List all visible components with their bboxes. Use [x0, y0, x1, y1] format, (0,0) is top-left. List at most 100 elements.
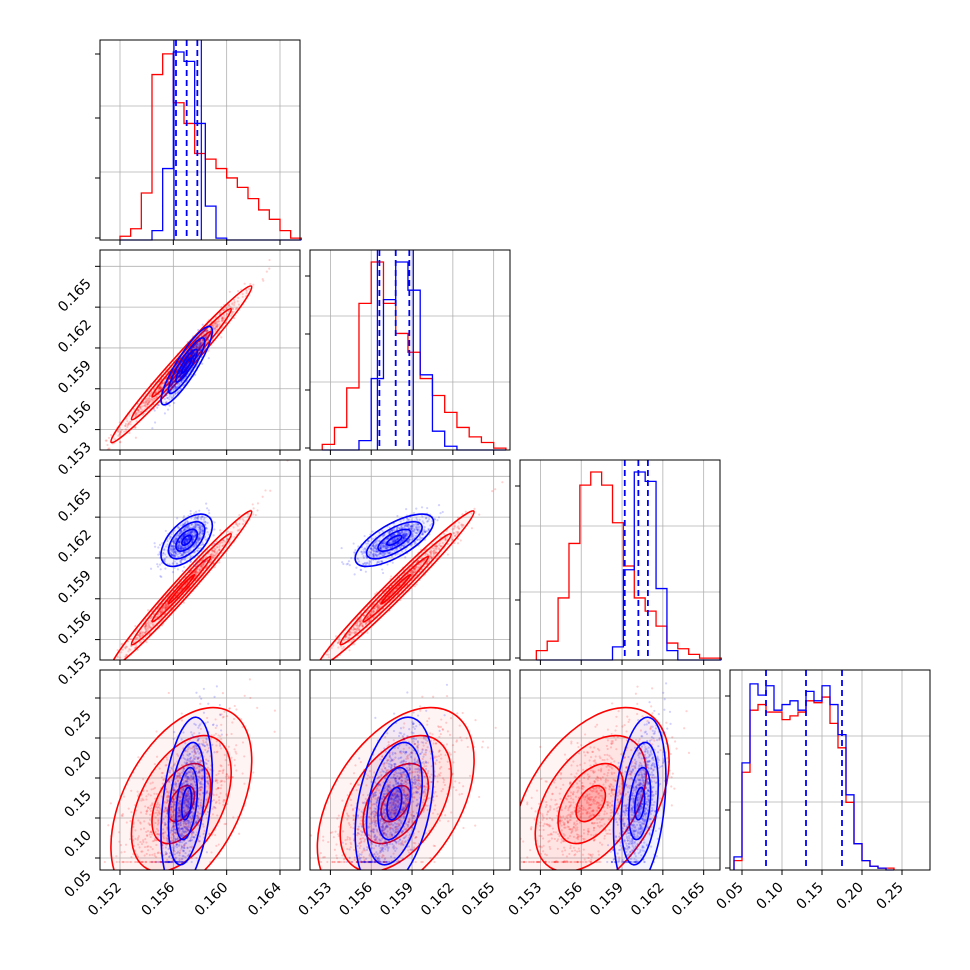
- blue-point: [166, 396, 169, 400]
- blue-point: [212, 534, 215, 537]
- blue-point: [178, 374, 181, 377]
- blue-point: [191, 355, 194, 359]
- red-point: [144, 401, 147, 404]
- red-point: [224, 308, 227, 311]
- blue-point: [196, 336, 199, 339]
- blue-point: [199, 333, 202, 336]
- red-point: [312, 672, 314, 674]
- blue-point: [181, 570, 184, 573]
- red-point: [414, 585, 417, 588]
- blue-point: [157, 403, 160, 407]
- panel-2-1: [309, 459, 511, 674]
- blue-point: [170, 388, 173, 391]
- red-point: [124, 424, 127, 427]
- red-point: [109, 433, 113, 437]
- blue-point: [178, 374, 181, 377]
- red-point: [222, 308, 226, 311]
- red-point: [137, 409, 140, 412]
- blue-point: [192, 356, 195, 360]
- red-point: [205, 329, 209, 333]
- blue-point: [171, 381, 174, 384]
- blue-point: [171, 384, 174, 388]
- blue-point: [179, 374, 182, 377]
- blue-point: [186, 352, 189, 355]
- red-point: [214, 321, 217, 325]
- blue-point: [208, 512, 211, 515]
- red-point: [148, 400, 152, 403]
- blue-point: [181, 374, 184, 377]
- blue-point: [153, 421, 157, 424]
- blue-point: [196, 354, 199, 358]
- blue-point: [169, 389, 172, 393]
- blue-point: [179, 376, 182, 380]
- red-point: [251, 503, 254, 506]
- red-point: [196, 345, 199, 348]
- blue-point: [191, 356, 194, 359]
- red-point: [160, 386, 163, 389]
- blue-point: [160, 575, 163, 579]
- blue-point: [173, 384, 176, 387]
- red-point: [206, 329, 209, 332]
- red-point: [195, 346, 199, 349]
- blue-point: [200, 343, 204, 347]
- red-point: [473, 507, 476, 511]
- blue-point: [182, 516, 185, 519]
- blue-point: [201, 323, 204, 326]
- red-point: [140, 405, 143, 408]
- red-point: [312, 661, 314, 663]
- red-point: [211, 324, 214, 327]
- blue-point: [197, 348, 201, 352]
- red-point: [106, 672, 108, 674]
- red-point: [182, 601, 185, 604]
- blue-point: [197, 352, 201, 355]
- blue-point: [187, 352, 190, 355]
- red-point: [231, 313, 234, 316]
- red-point: [218, 323, 221, 326]
- blue-point: [162, 395, 165, 398]
- blue-point: [405, 507, 408, 511]
- red-point: [207, 349, 210, 353]
- red-point: [135, 413, 138, 416]
- red-point: [128, 414, 131, 417]
- blue-point: [174, 386, 177, 389]
- blue-point: [177, 375, 181, 379]
- blue-point: [168, 404, 171, 407]
- blue-point: [152, 407, 155, 410]
- red-point: [112, 665, 114, 667]
- red-point: [231, 307, 234, 310]
- blue-point: [199, 348, 203, 351]
- blue-point: [171, 379, 174, 382]
- blue-point: [171, 386, 174, 389]
- blue-point: [391, 561, 394, 564]
- blue-point: [192, 352, 195, 355]
- blue-point: [166, 384, 169, 387]
- red-point: [152, 387, 156, 391]
- red-point: [317, 667, 319, 669]
- red-point: [210, 324, 214, 327]
- blue-point: [198, 345, 202, 348]
- blue-point: [204, 335, 207, 338]
- red-point: [320, 664, 322, 666]
- red-point: [214, 322, 217, 325]
- blue-point: [181, 374, 184, 377]
- red-point: [222, 318, 225, 321]
- blue-point: [212, 326, 215, 329]
- blue-point: [164, 394, 168, 397]
- blue-point: [176, 517, 179, 520]
- red-point: [233, 302, 236, 305]
- blue-point: [213, 542, 216, 545]
- red-point: [141, 409, 144, 412]
- blue-point: [182, 373, 185, 376]
- blue-point: [206, 329, 209, 332]
- blue-point: [170, 384, 173, 387]
- blue-point: [186, 340, 189, 344]
- blue-point: [197, 354, 200, 357]
- blue-point: [171, 381, 174, 384]
- red-point: [192, 346, 196, 350]
- blue-point: [170, 385, 173, 388]
- blue-point: [180, 374, 183, 377]
- red-point: [221, 316, 224, 320]
- red-point: [211, 325, 215, 328]
- blue-point: [192, 352, 195, 355]
- blue-point: [197, 345, 200, 348]
